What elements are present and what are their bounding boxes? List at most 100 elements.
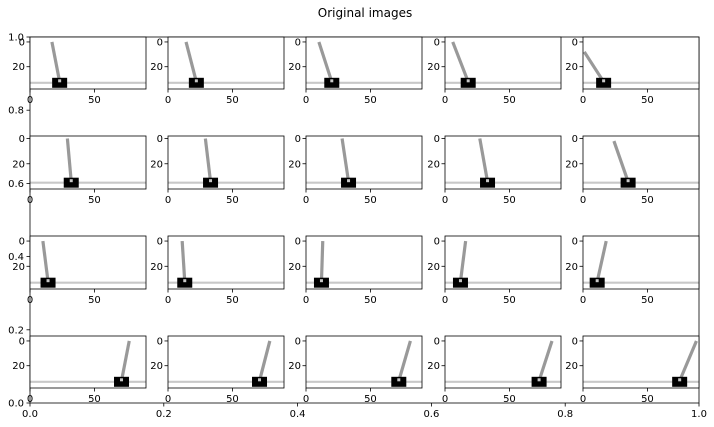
y-tick-label: 0	[19, 37, 25, 48]
outer-x-tick-label: 0.4	[290, 409, 306, 420]
cart-axle	[626, 179, 630, 183]
cart	[177, 277, 193, 288]
subplot-frame	[29, 335, 147, 389]
cart-axle	[595, 279, 599, 283]
x-tick-label: 50	[88, 295, 101, 306]
y-tick-label: 20	[427, 361, 440, 372]
subplot-r2-c1: 0 50 0 20	[150, 235, 285, 306]
pole	[340, 138, 351, 182]
x-tick-label: 0	[580, 95, 586, 106]
cartpole-image	[306, 240, 422, 288]
pole	[41, 240, 50, 282]
subplot-r2-c2: 0 50 0 20	[288, 235, 423, 306]
subplot-frame	[582, 135, 700, 190]
outer-y-tick-label: 1.0	[8, 33, 24, 44]
figure-title: Original images	[318, 6, 412, 20]
subplot-r1-c1: 0 50 0 20	[150, 134, 285, 206]
x-tick-label: 0	[27, 95, 33, 106]
y-tick-label: 20	[427, 62, 440, 73]
cart-axle	[330, 79, 334, 83]
cart-axle	[678, 378, 682, 382]
subplot-background	[168, 136, 284, 189]
cart	[480, 177, 496, 188]
x-tick-label: 50	[88, 95, 101, 106]
y-tick-label: 20	[427, 159, 440, 170]
pole	[612, 140, 630, 183]
y-tick-label: 0	[157, 37, 163, 48]
x-tick-label: 0	[27, 195, 33, 206]
cartpole-image	[30, 340, 146, 387]
x-tick-label: 50	[364, 195, 377, 206]
x-tick-label: 50	[88, 394, 101, 405]
cart	[40, 277, 56, 288]
subplot-frame	[444, 335, 562, 389]
pole	[595, 240, 608, 283]
x-tick-label: 50	[503, 295, 516, 306]
x-tick-label: 0	[27, 295, 33, 306]
subplot-r1-c0: 0 50 0 20	[12, 134, 147, 206]
y-tick-label: 0	[572, 336, 578, 347]
y-tick-label: 20	[150, 361, 163, 372]
subplot-r0-c0: 0 50 0 20	[12, 36, 147, 106]
subplot-frame	[444, 135, 562, 190]
y-tick-label: 20	[150, 262, 163, 273]
x-tick-label: 0	[165, 195, 171, 206]
subplot-r0-c2: 0 50 0 20	[288, 36, 423, 106]
cart	[324, 77, 340, 88]
x-tick-label: 0	[442, 295, 448, 306]
x-tick-label: 50	[641, 95, 654, 106]
cart	[188, 77, 204, 88]
y-tick-label: 20	[565, 159, 578, 170]
cart	[452, 277, 468, 288]
y-tick-label: 0	[434, 37, 440, 48]
cart	[391, 376, 407, 387]
cart	[531, 376, 547, 387]
y-tick-label: 0	[295, 336, 301, 347]
cart	[63, 177, 79, 188]
subplot-frame	[29, 235, 147, 290]
cartpole-image	[583, 140, 699, 188]
y-tick-label: 0	[434, 237, 440, 248]
subplot-frame	[167, 235, 285, 290]
cart-axle	[183, 279, 187, 283]
x-tick-label: 0	[303, 394, 309, 405]
cartpole-image	[306, 41, 422, 88]
x-tick-label: 0	[303, 295, 309, 306]
outer-y-tick-label: 0.8	[8, 106, 24, 117]
subplot-r3-c0: 0 50 0 20	[12, 335, 147, 405]
x-tick-label: 0	[442, 394, 448, 405]
y-tick-label: 0	[157, 134, 163, 145]
pole	[119, 340, 131, 382]
cart-axle	[347, 179, 351, 183]
cart-axle	[120, 378, 124, 382]
subplot-background	[306, 136, 422, 189]
x-tick-label: 50	[503, 195, 516, 206]
cartpole-image	[306, 340, 422, 387]
cartpole-image	[30, 41, 146, 88]
outer-y-tick-label: 0.6	[8, 179, 24, 190]
y-tick-label: 0	[295, 37, 301, 48]
outer-x-tick-label: 0.8	[557, 409, 573, 420]
y-tick-label: 0	[157, 237, 163, 248]
y-tick-label: 20	[12, 62, 25, 73]
y-tick-label: 0	[19, 336, 25, 347]
cart-axle	[486, 179, 490, 183]
subplot-frame	[167, 335, 285, 389]
y-tick-label: 20	[12, 159, 25, 170]
cart	[52, 77, 68, 88]
y-tick-label: 20	[427, 262, 440, 273]
outer-y-tick-label: 0.0	[8, 399, 24, 410]
subplot-frame	[167, 135, 285, 190]
subplot-frame	[29, 135, 147, 190]
cartpole-image	[445, 240, 561, 288]
pole	[65, 138, 73, 182]
cartpole-image	[445, 41, 561, 88]
cart	[341, 177, 357, 188]
pole	[478, 138, 490, 182]
pole	[257, 340, 272, 382]
x-tick-label: 0	[442, 195, 448, 206]
cart	[589, 277, 605, 288]
subplot-grid: 0 50 0 20 0 50 0 20 0 50 0 20 0 50 0 20 0 50 0 20 0 50 0 20 0 50 0…	[12, 36, 700, 405]
pole	[184, 41, 198, 83]
